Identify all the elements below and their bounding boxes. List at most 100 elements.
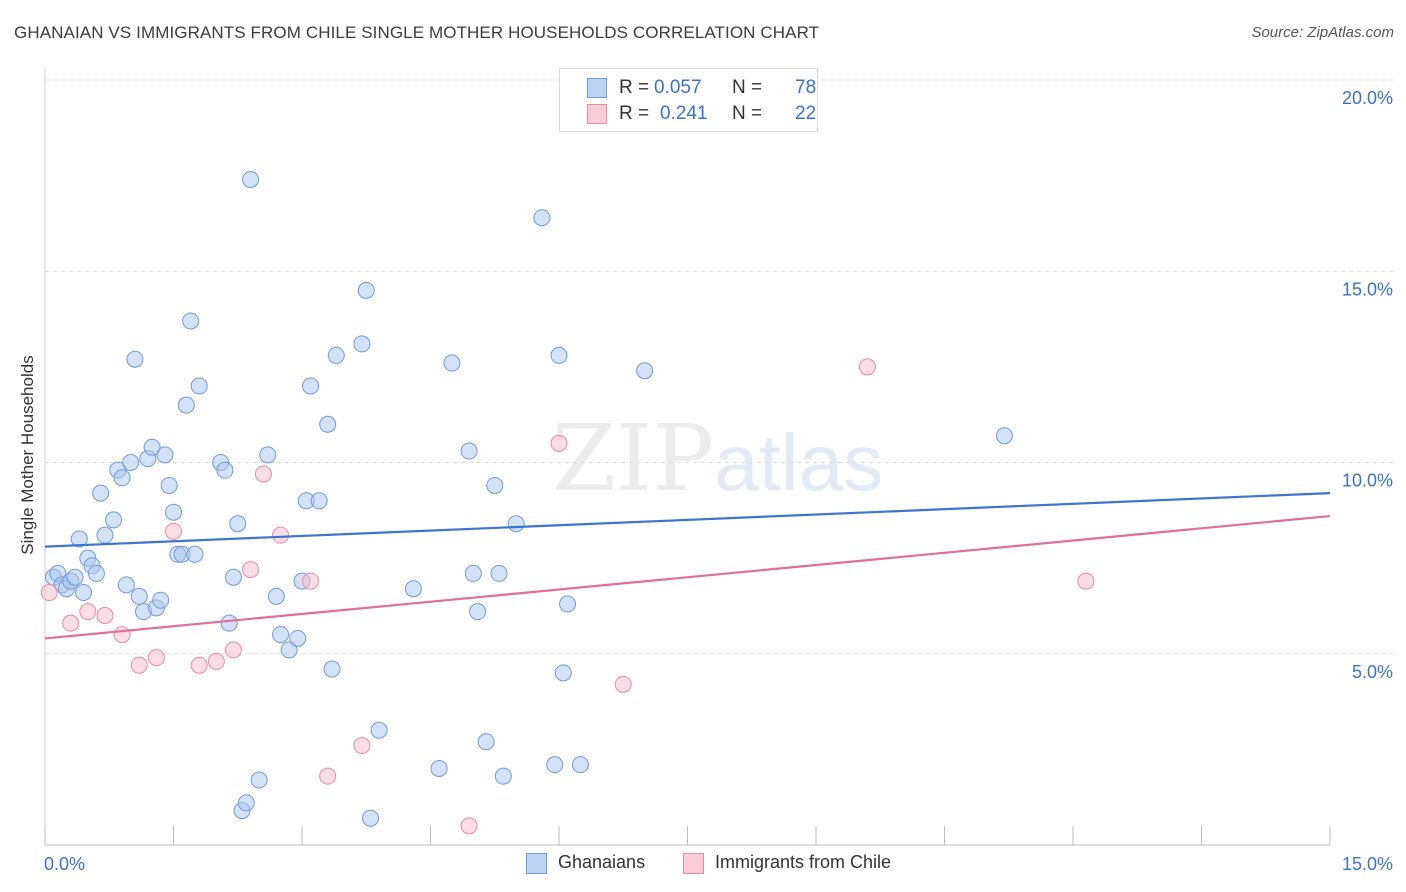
ghanaian-point bbox=[113, 469, 131, 487]
data-points bbox=[40, 170, 1095, 835]
chile-point bbox=[130, 656, 148, 674]
ghanaian-point bbox=[242, 170, 260, 188]
y-tick-label: 5.0% bbox=[1352, 662, 1393, 682]
ghanaian-point bbox=[280, 641, 298, 659]
chile-point bbox=[353, 737, 371, 755]
chile-point bbox=[272, 526, 290, 544]
chile-point bbox=[224, 641, 242, 659]
chile-point bbox=[165, 522, 182, 540]
legend: R = 0.057 N = 78 R = 0.241 N = 22 bbox=[559, 68, 818, 132]
ghanaian-point bbox=[430, 760, 448, 777]
ghanaian-point bbox=[190, 377, 208, 395]
ghanaian-point bbox=[550, 346, 568, 364]
ghanaian-point bbox=[186, 545, 204, 563]
ghanaian-point bbox=[533, 209, 551, 227]
chile-point bbox=[113, 626, 131, 644]
ghanaian-point bbox=[362, 809, 380, 827]
ghanaian-point bbox=[571, 756, 589, 774]
ghanaian-point bbox=[289, 629, 307, 647]
trend-lines bbox=[44, 492, 1331, 640]
ghanaian-point bbox=[486, 476, 504, 494]
ghanaian-point bbox=[105, 511, 123, 529]
chile-point bbox=[96, 607, 114, 624]
ghanaian-point bbox=[126, 350, 144, 368]
x-tick-label: 0.0% bbox=[44, 854, 85, 874]
ghanaian-point bbox=[370, 721, 388, 739]
ghanaian-point bbox=[636, 362, 654, 380]
axes bbox=[44, 68, 1331, 846]
ghanaian-point bbox=[490, 564, 508, 582]
ghanaian-point bbox=[220, 614, 238, 632]
chile-point bbox=[207, 652, 225, 670]
ghanaian-point bbox=[160, 476, 178, 494]
ghanaian-point bbox=[216, 461, 234, 479]
ghanaian-point bbox=[156, 446, 174, 464]
ghanaian-point bbox=[559, 595, 577, 613]
legend-n-label: N = bbox=[732, 77, 763, 98]
bottom-legend-swatch-blue bbox=[526, 853, 547, 874]
ghanaian-point bbox=[87, 564, 105, 582]
ghanaian-trend-line bbox=[44, 492, 1331, 548]
legend-n-value: 22 bbox=[795, 103, 817, 124]
ghanaian-point bbox=[464, 564, 482, 582]
ghanaian-point bbox=[152, 591, 170, 609]
ghanaian-point bbox=[546, 756, 564, 774]
chile-point bbox=[1077, 572, 1095, 590]
ghanaian-point bbox=[259, 446, 277, 464]
chile-point bbox=[242, 561, 260, 579]
legend-swatch-pink bbox=[587, 104, 607, 124]
ghanaian-point bbox=[357, 281, 375, 299]
y-tick-label: 20.0% bbox=[1342, 88, 1393, 108]
ghanaian-point bbox=[75, 584, 93, 602]
chile-point bbox=[147, 649, 165, 667]
ghanaian-point bbox=[327, 346, 345, 364]
ghanaian-point bbox=[272, 626, 290, 644]
ghanaian-point bbox=[66, 568, 84, 586]
ghanaian-point bbox=[70, 530, 88, 548]
source-label: Source: ZipAtlas.com bbox=[1251, 24, 1394, 41]
ghanaian-point bbox=[323, 660, 341, 678]
chile-point bbox=[79, 603, 97, 621]
chile-point bbox=[550, 434, 568, 452]
ghanaian-point bbox=[143, 438, 161, 456]
legend-r-label: R = bbox=[619, 103, 650, 124]
tick-labels: 5.0% 10.0% 15.0% 20.0% 0.0% 15.0% bbox=[44, 88, 1393, 874]
ghanaian-point bbox=[353, 335, 371, 353]
x-tick-label: 15.0% bbox=[1342, 854, 1393, 874]
ghanaian-point bbox=[995, 427, 1013, 445]
ghanaian-point bbox=[507, 515, 525, 533]
chile-point bbox=[858, 358, 876, 376]
chile-point bbox=[190, 656, 208, 674]
ghanaian-point bbox=[404, 580, 422, 598]
ghanaian-point bbox=[302, 377, 320, 395]
bottom-legend-label: Immigrants from Chile bbox=[715, 852, 892, 872]
chile-point bbox=[62, 614, 80, 632]
ghanaian-point bbox=[477, 733, 495, 751]
ghanaian-point bbox=[267, 587, 285, 605]
bottom-legend-swatch-pink bbox=[683, 853, 704, 874]
chile-point bbox=[254, 465, 272, 483]
ghanaian-point bbox=[237, 794, 255, 812]
ghanaian-point bbox=[494, 767, 512, 785]
legend-swatch-blue bbox=[587, 78, 607, 98]
y-axis-label: Single Mother Households bbox=[18, 355, 37, 555]
watermark-zip: ZIP bbox=[552, 405, 715, 512]
ghanaian-point bbox=[130, 587, 148, 605]
ghanaian-point bbox=[229, 515, 247, 533]
bottom-legend-label: Ghanaians bbox=[558, 852, 646, 872]
chart-title: GHANAIAN VS IMMIGRANTS FROM CHILE SINGLE… bbox=[14, 23, 820, 42]
ghanaian-point bbox=[443, 354, 461, 372]
y-tick-label: 10.0% bbox=[1342, 471, 1393, 491]
chile-point bbox=[460, 817, 478, 835]
chile-point bbox=[614, 675, 632, 693]
ghanaian-point bbox=[224, 568, 242, 586]
ghanaian-point bbox=[460, 442, 478, 460]
legend-n-value: 78 bbox=[795, 77, 817, 98]
legend-r-label: R = bbox=[619, 77, 650, 98]
ghanaian-point bbox=[96, 526, 114, 544]
ghanaian-point bbox=[177, 396, 195, 414]
ghanaian-point bbox=[117, 576, 135, 594]
legend-r-value: 0.241 bbox=[660, 103, 708, 124]
legend-n-label: N = bbox=[732, 103, 763, 124]
